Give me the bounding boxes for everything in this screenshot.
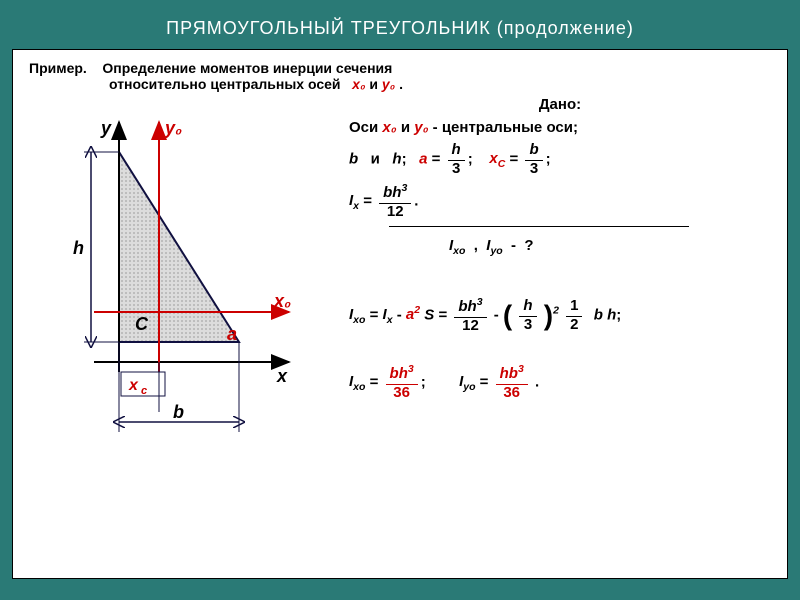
Iyo-q: Iyo [486, 237, 502, 254]
xc-sym: xC [489, 150, 505, 167]
minus-2: - [494, 306, 503, 323]
frac-h3: h 3 [448, 142, 465, 177]
y0-2: y₀ [414, 119, 428, 136]
dot-1: . [399, 76, 403, 92]
y0-ref: y₀ [382, 76, 395, 92]
axes-word: Оси [349, 119, 382, 136]
frac-bh3-12: bh3 12 [379, 183, 411, 220]
xc-dim-label: x [128, 377, 139, 394]
frac-b3: b 3 [525, 142, 542, 177]
den-3c: 3 [519, 317, 536, 334]
question-line: Ixo , Iyo - ? [449, 237, 771, 257]
and-1: и [369, 76, 382, 92]
minus-1: - [397, 306, 406, 323]
frac-bh3-12b: bh3 12 [454, 297, 486, 334]
eq-1: = [432, 150, 445, 167]
den-36b: 36 [496, 385, 528, 402]
bh3-c: bh3 [386, 364, 418, 385]
den-12a: 12 [379, 204, 411, 221]
content-card: Пример. Определение моментов инерции сеч… [12, 49, 788, 579]
x0-ref: x₀ [352, 76, 365, 92]
den-3b: 3 [525, 161, 542, 178]
eq-6: = [370, 373, 383, 390]
bh3-b: bh3 [454, 297, 486, 318]
hb3: hb3 [496, 364, 528, 385]
Ix-line: Ix = bh3 12 . [349, 183, 771, 220]
eq-2: = [510, 150, 523, 167]
x0-2: x₀ [382, 119, 396, 136]
frac-12: 1 2 [566, 298, 582, 333]
y0-axis-label: y₀ [164, 118, 182, 138]
h-sym: h [392, 150, 401, 167]
example-line-1: Пример. Определение моментов инерции сеч… [29, 60, 771, 76]
h-dim-label: h [73, 238, 84, 258]
qmark: ? [524, 237, 533, 254]
eq-7: = [480, 373, 493, 390]
eq-3: = [363, 192, 376, 209]
example-label: Пример. [29, 60, 87, 76]
den-3a: 3 [448, 161, 465, 178]
num-h2: h [519, 298, 536, 317]
example-text-1: Определение моментов инерции сечения [102, 60, 392, 76]
eq-5: = [438, 306, 451, 323]
example-line-2: относительно центральных осей x₀ и y₀ . [109, 76, 771, 92]
diagram-column: y x y₀ x₀ C a h [29, 92, 349, 557]
y-axis-label: y [100, 118, 112, 138]
b-sym: b [349, 150, 358, 167]
dano-label: Дано: [349, 96, 771, 113]
lparen: ( [503, 300, 512, 331]
equations-column: Дано: Оси x₀ и y₀ - центральные оси; b и… [349, 92, 771, 557]
xc-dim-sub: c [141, 385, 147, 397]
Ixo-d: Ixo [349, 306, 365, 323]
centroid-label: C [135, 314, 149, 334]
den-12b: 12 [454, 318, 486, 335]
frac-hb3-36: hb3 36 [496, 364, 528, 401]
Ix: Ix [349, 192, 359, 209]
given-line: b и h; a = h 3 ; xC = b 3 ; [349, 142, 771, 177]
Iyo-r: Iyo [459, 373, 475, 390]
num-h: h [448, 142, 465, 161]
triangle-diagram: y x y₀ x₀ C a h [29, 92, 349, 522]
x-axis-label: x [276, 366, 288, 386]
b-dim-label: b [173, 402, 184, 422]
Ixo-r: Ixo [349, 373, 365, 390]
den-2: 2 [566, 317, 582, 334]
Ixo-derivation: Ixo = Ix - a2 S = bh3 12 - ( h 3 )2 [349, 297, 771, 334]
frac-bh3-36: bh3 36 [386, 364, 418, 401]
a-dim-label: a [227, 324, 237, 344]
bh3-a: bh3 [379, 183, 411, 204]
and-2: и [401, 119, 414, 136]
frac-h3b: h 3 [519, 298, 536, 333]
x0-axis-label: x₀ [273, 291, 291, 311]
divider [389, 226, 689, 227]
bh-tail: b h [590, 306, 617, 323]
a-sym: a [419, 150, 427, 167]
rparen: ) [544, 300, 553, 331]
num-b: b [525, 142, 542, 161]
Ix-d: Ix [383, 306, 393, 323]
page-header: ПРЯМОУГОЛЬНЫЙ ТРЕУГОЛЬНИК (продолжение) [12, 12, 788, 49]
example-text-2: относительно центральных осей [109, 76, 341, 92]
a2: a2 [406, 306, 420, 323]
eq-4: = [370, 306, 383, 323]
and-3: и [367, 150, 385, 167]
S-sym: S [424, 306, 434, 323]
axes-statement: Оси x₀ и y₀ - центральные оси; [349, 119, 771, 136]
results-line: Ixo = bh3 36 ; Iyo = hb3 36 . [349, 364, 771, 401]
Ixo-q: Ixo [449, 237, 465, 254]
sqexp: 2 [553, 304, 559, 316]
content-row: y x y₀ x₀ C a h [29, 92, 771, 557]
axes-tail: - центральные оси; [433, 119, 578, 136]
den-36a: 36 [386, 385, 418, 402]
